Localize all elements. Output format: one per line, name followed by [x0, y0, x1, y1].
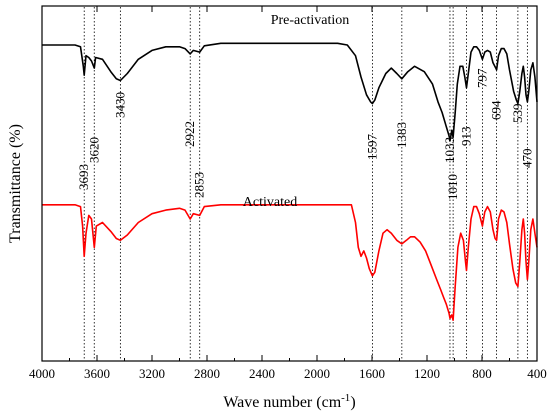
x-tick-label: 2800	[194, 366, 220, 381]
x-tick-label: 1600	[359, 366, 385, 381]
x-tick-label: 3200	[139, 366, 165, 381]
peak-label: 2922	[182, 121, 197, 147]
series-line-pre-activation	[42, 42, 538, 142]
x-tick-label: 2400	[249, 366, 275, 381]
peak-label: 3430	[112, 92, 127, 118]
peak-label: 1010	[445, 174, 460, 200]
series-label-activated: Activated	[243, 195, 297, 210]
peak-guide-lines	[83, 7, 528, 360]
x-tick-label: 4000	[29, 366, 55, 381]
peak-label: 1597	[364, 134, 379, 161]
series-labels: Pre-activation Activated	[243, 13, 349, 210]
peak-label: 1033	[442, 137, 457, 163]
peak-label: 470	[519, 149, 534, 169]
x-tick-label: 1200	[414, 366, 440, 381]
y-axis-title: Transmittance (%)	[7, 124, 24, 243]
x-axis-title: Wave number (cm-1)	[223, 392, 355, 411]
peak-label: 3620	[86, 137, 101, 163]
x-tick-label: 2000	[304, 366, 330, 381]
peak-label: 1383	[394, 122, 409, 148]
series-label-pre-activation: Pre-activation	[271, 13, 350, 28]
peak-label: 3693	[76, 164, 91, 190]
x-tick-label: 3600	[84, 366, 110, 381]
peak-label: 694	[489, 100, 504, 120]
spectra-curves	[42, 42, 538, 321]
peak-label: 797	[474, 68, 489, 88]
peak-label: 539	[510, 104, 525, 124]
series-line-activated	[42, 204, 538, 321]
x-axis-ticks: 4000 3600 3200 2800 2400 2000 1600 1200 800 400	[29, 6, 547, 381]
peak-label: 2853	[192, 172, 207, 198]
peak-label: 913	[459, 127, 474, 147]
x-tick-label: 800	[472, 366, 492, 381]
x-tick-label: 400	[527, 366, 547, 381]
